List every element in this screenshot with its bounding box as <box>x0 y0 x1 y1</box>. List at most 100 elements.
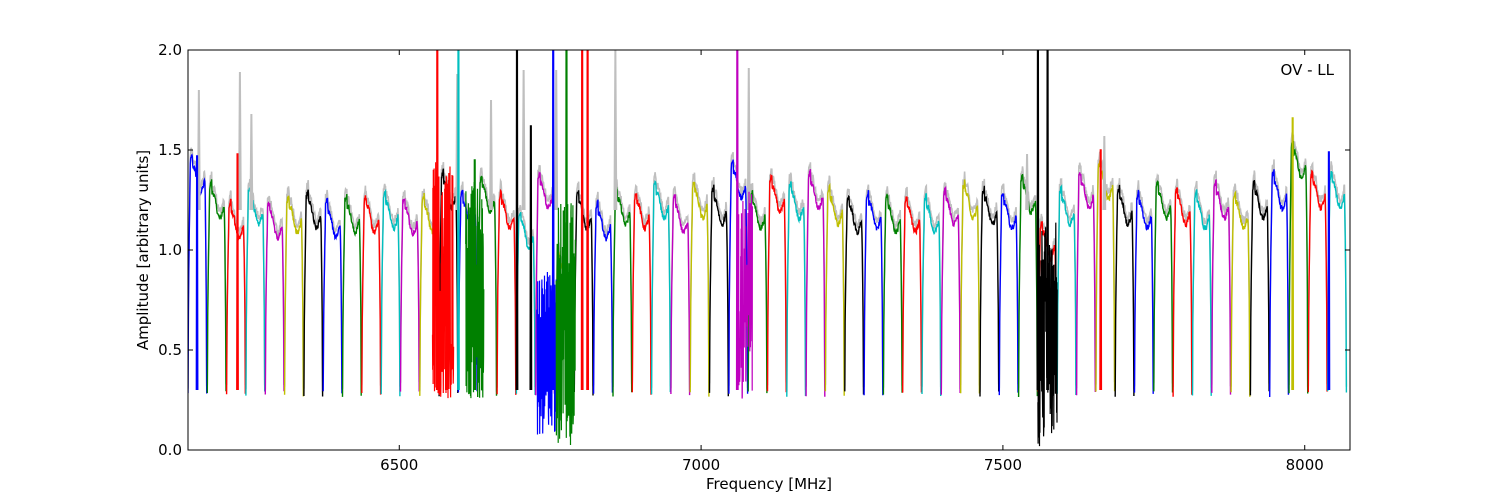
band-series-line <box>902 196 923 393</box>
band-series-line <box>1327 171 1348 393</box>
y-axis-ticks: 0.0 0.5 1.0 1.5 2.0 <box>158 41 1350 459</box>
spike-line <box>565 50 568 391</box>
background-trace <box>264 195 285 390</box>
background-trace <box>245 178 266 390</box>
y-tick-label: 1.5 <box>158 141 182 159</box>
x-tick-label: 6500 <box>380 456 418 474</box>
spike-line <box>529 125 533 391</box>
background-spike <box>1102 135 1107 211</box>
band-series-line <box>341 193 362 397</box>
band-series-line <box>1191 189 1212 396</box>
background-trace <box>341 187 362 391</box>
band-series-line <box>1211 179 1232 395</box>
background-trace <box>670 186 691 391</box>
band-series-line <box>747 189 768 394</box>
band-series-line <box>824 182 845 396</box>
band-series-line <box>1133 189 1154 394</box>
band-series-line <box>361 195 382 395</box>
band-series-line <box>863 190 884 396</box>
background-spike <box>489 99 493 211</box>
background-spike <box>238 71 242 211</box>
band-series-line <box>844 194 865 395</box>
band-series-line <box>1307 169 1328 393</box>
band-series-line <box>1114 184 1135 397</box>
y-tick-label: 0.0 <box>158 441 182 459</box>
band-series-line <box>689 181 710 397</box>
background-trace <box>361 185 382 386</box>
background-trace <box>689 172 710 391</box>
spike-line <box>580 50 584 391</box>
spike-line <box>735 50 739 391</box>
spike-line <box>473 159 477 391</box>
band-series-line <box>1153 179 1174 393</box>
band-series-line <box>650 180 671 395</box>
band-series-line <box>1075 172 1096 396</box>
background-spike <box>554 69 559 211</box>
background-trace <box>1230 183 1251 392</box>
background-trace <box>805 162 826 388</box>
spike-line <box>435 50 439 391</box>
spike-line <box>1036 50 1040 391</box>
band-series-line <box>670 193 691 396</box>
background-trace <box>998 183 1019 388</box>
spike-line <box>586 50 590 391</box>
x-tick-label: 8000 <box>1286 456 1324 474</box>
band-series-line <box>592 199 614 394</box>
spike-line <box>195 155 199 391</box>
background-trace <box>1153 172 1174 384</box>
band-series-line <box>998 193 1019 396</box>
band-series-line <box>1249 179 1270 396</box>
y-tick-label: 0.5 <box>158 341 182 359</box>
noisy-region <box>736 191 753 399</box>
background-trace <box>322 189 343 390</box>
band-series-line <box>264 201 285 395</box>
y-tick-label: 2.0 <box>158 41 182 59</box>
band-series-line <box>303 189 324 397</box>
background-trace <box>1191 180 1212 391</box>
background-trace <box>921 183 942 388</box>
band-series-line <box>322 197 343 394</box>
background-trace <box>1211 170 1232 387</box>
background-trace <box>380 183 401 387</box>
x-tick-label: 7500 <box>984 456 1022 474</box>
band-series-line <box>573 190 594 396</box>
band-series-line <box>960 179 981 394</box>
background-trace <box>940 181 961 390</box>
x-axis-label: Frequency [MHz] <box>706 475 832 493</box>
band-series-line <box>805 169 826 397</box>
band-series-line <box>921 193 942 397</box>
polarization-annotation: OV - LL <box>1281 61 1335 79</box>
background-spike <box>196 89 201 211</box>
background-spike <box>249 113 254 211</box>
spike-line <box>236 153 239 391</box>
band-series-line <box>535 171 556 396</box>
background-trace <box>225 190 247 386</box>
band-series-line <box>882 192 903 395</box>
x-tick-label: 7000 <box>682 456 720 474</box>
background-trace <box>863 184 884 391</box>
band-series-line <box>399 197 420 392</box>
band-series-line <box>631 193 652 395</box>
band-series-line <box>496 188 517 395</box>
y-axis-label: Amplitude [arbitrary units] <box>134 150 152 350</box>
background-trace <box>882 186 903 388</box>
background-trace <box>844 188 865 388</box>
y-tick-label: 1.0 <box>158 241 182 259</box>
band-series-line <box>1230 190 1251 397</box>
spike-line <box>1291 117 1295 391</box>
spike-line <box>444 189 448 391</box>
background-trace <box>1249 170 1270 392</box>
background-spike <box>521 69 526 211</box>
background-spike <box>1025 153 1029 211</box>
x-axis-ticks: 6500 7000 7500 8000 <box>380 50 1324 474</box>
spike-line <box>515 50 519 391</box>
background-trace <box>824 175 845 391</box>
band-series-line <box>477 175 498 398</box>
band-series-line <box>766 173 787 393</box>
band-series-layer <box>188 140 1348 398</box>
band-series-line <box>708 184 729 397</box>
background-trace <box>573 181 594 387</box>
band-series-line <box>225 198 246 395</box>
band-series-line <box>380 188 401 397</box>
